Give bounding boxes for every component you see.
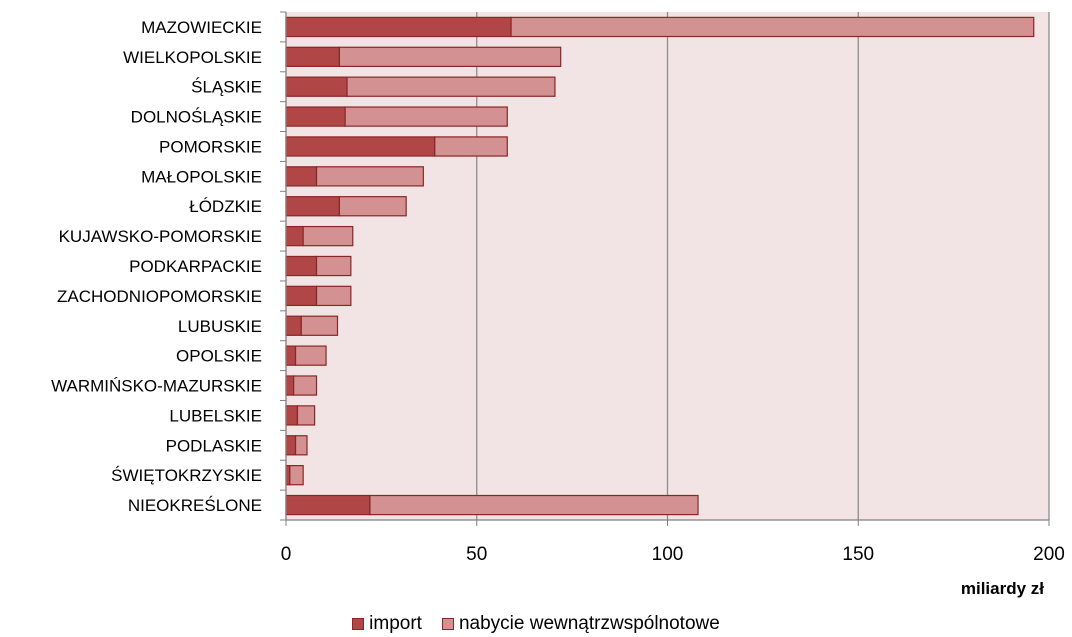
category-label: DOLNOŚLĄSKIE — [131, 108, 262, 127]
legend: import nabycie wewnątrzwspólnotowe — [0, 610, 1072, 637]
category-label: LUBELSKIE — [169, 406, 262, 425]
bar-nabycie — [302, 225, 354, 247]
category-label: PODKARPACKIE — [129, 257, 262, 276]
legend-label-nabycie: nabycie wewnątrzwspólnotowe — [458, 612, 720, 634]
bar-import — [285, 405, 299, 426]
category-label: MAŁOPOLSKIE — [141, 167, 262, 186]
category-label: KUJAWSKO-POMORSKIE — [59, 227, 262, 246]
category-label: MAZOWIECKIE — [141, 18, 262, 37]
bar-import — [285, 225, 304, 247]
bar-import — [285, 76, 348, 97]
bar-import — [285, 315, 302, 336]
bar-nabycie — [294, 435, 308, 456]
legend-swatch-nabycie — [441, 617, 454, 630]
category-label: ŚWIĘTOKRZYSKIE — [111, 466, 262, 485]
bar-import — [285, 166, 318, 187]
y-axis: MAZOWIECKIE WIELKOPOLSKIE ŚLĄSKIE DOLNOŚLĄS… — [51, 11, 287, 521]
category-label: ŁÓDZKIE — [189, 197, 262, 216]
category-label: WIELKOPOLSKIE — [123, 48, 262, 67]
bar-import — [285, 106, 346, 127]
bar-nabycie — [293, 375, 318, 396]
x-axis-title: miliardy zł — [961, 579, 1044, 598]
category-label: PODLASKIE — [166, 436, 262, 455]
bar-nabycie — [289, 465, 304, 486]
x-tick-label: 0 — [281, 544, 292, 565]
category-label: WARMIŃSKO-MAZURSKIE — [51, 377, 262, 396]
category-label: NIEOKREŚLONE — [128, 496, 262, 515]
legend-item-nabycie: nabycie wewnątrzwspólnotowe — [441, 612, 720, 635]
x-tick-label: 50 — [466, 544, 487, 565]
category-label: ŚLĄSKIE — [191, 78, 262, 97]
bar-nabycie — [338, 196, 407, 217]
bar-nabycie — [344, 106, 508, 127]
x-axis: 0 50 100 150 200 — [281, 519, 1065, 565]
bar-import — [285, 285, 318, 307]
bar-import — [285, 196, 341, 217]
bar-import — [285, 255, 318, 277]
category-label: POMORSKIE — [159, 137, 262, 156]
bar-nabycie — [369, 494, 699, 516]
bar-nabycie — [434, 136, 508, 157]
bar-nabycie — [338, 46, 562, 67]
category-label: OPOLSKIE — [176, 347, 262, 366]
bars — [285, 16, 1035, 516]
x-tick-label: 150 — [842, 544, 874, 565]
bar-nabycie — [510, 16, 1035, 38]
legend-item-import: import — [352, 613, 422, 635]
bar-import — [285, 136, 436, 157]
bar-nabycie — [294, 345, 327, 366]
bar-nabycie — [315, 166, 424, 187]
legend-label-import: import — [369, 612, 422, 634]
x-tick-label: 200 — [1033, 544, 1065, 565]
bar-nabycie — [296, 405, 316, 426]
bar-import — [285, 46, 341, 67]
bar-import — [285, 435, 297, 456]
category-label: LUBUSKIE — [178, 317, 262, 336]
x-tick-label: 100 — [652, 544, 684, 565]
legend-swatch-import — [352, 617, 365, 630]
bar-import — [285, 494, 371, 516]
chart-svg: MAZOWIECKIE WIELKOPOLSKIE ŚLĄSKIE DOLNOŚLĄS… — [51, 11, 1065, 598]
bar-import — [285, 345, 297, 366]
bar-import — [285, 16, 512, 38]
category-label: ZACHODNIOPOMORSKIE — [57, 287, 262, 306]
bar-import — [285, 375, 295, 396]
bar-nabycie — [300, 315, 339, 336]
bar-nabycie — [315, 255, 352, 277]
bar-nabycie — [346, 76, 556, 97]
bar-nabycie — [315, 285, 352, 307]
